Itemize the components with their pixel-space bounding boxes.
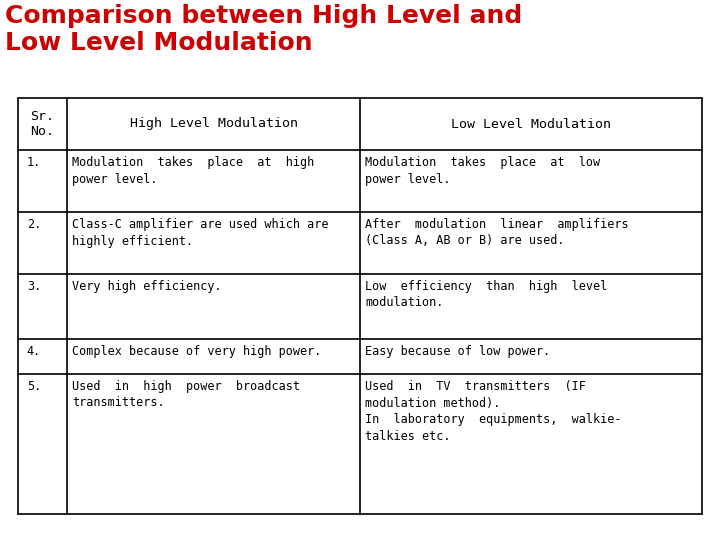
Text: 5.: 5. bbox=[27, 380, 41, 393]
Text: After  modulation  linear  amplifiers
(Class A, AB or B) are used.: After modulation linear amplifiers (Clas… bbox=[365, 218, 629, 247]
Text: Modulation  takes  place  at  high
power level.: Modulation takes place at high power lev… bbox=[72, 156, 315, 186]
Text: Used  in  TV  transmitters  (IF
modulation method).
In  laboratory  equipments, : Used in TV transmitters (IF modulation m… bbox=[365, 380, 621, 442]
Text: High Level Modulation: High Level Modulation bbox=[130, 118, 297, 131]
Text: 1.: 1. bbox=[27, 156, 41, 169]
Text: Comparison between High Level and
Low Level Modulation: Comparison between High Level and Low Le… bbox=[5, 4, 522, 55]
Text: 3.: 3. bbox=[27, 280, 41, 293]
Text: Very high efficiency.: Very high efficiency. bbox=[72, 280, 222, 293]
Text: Low  efficiency  than  high  level
modulation.: Low efficiency than high level modulatio… bbox=[365, 280, 607, 309]
Text: Low Level Modulation: Low Level Modulation bbox=[451, 118, 611, 131]
Text: Class-C amplifier are used which are
highly efficient.: Class-C amplifier are used which are hig… bbox=[72, 218, 329, 247]
Text: 2.: 2. bbox=[27, 218, 41, 231]
Text: Sr.
No.: Sr. No. bbox=[31, 110, 55, 138]
Text: Easy because of low power.: Easy because of low power. bbox=[365, 345, 550, 358]
Text: Complex because of very high power.: Complex because of very high power. bbox=[72, 345, 322, 358]
Text: Used  in  high  power  broadcast
transmitters.: Used in high power broadcast transmitter… bbox=[72, 380, 300, 409]
Text: 4.: 4. bbox=[27, 345, 41, 358]
Text: Modulation  takes  place  at  low
power level.: Modulation takes place at low power leve… bbox=[365, 156, 600, 186]
